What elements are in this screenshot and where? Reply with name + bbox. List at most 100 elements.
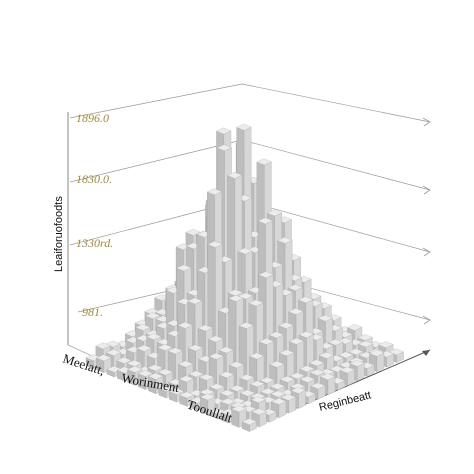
bar-face-top (157, 368, 174, 376)
bar (339, 366, 355, 386)
bar-face-top (259, 376, 275, 384)
bar-face-top (239, 389, 256, 397)
bar (200, 393, 216, 416)
bar-face-top (287, 284, 303, 291)
bar-face-top (338, 351, 354, 359)
bar-face-top (220, 398, 236, 405)
bar-face-top (148, 372, 164, 380)
bar-face-top (207, 241, 223, 248)
bar-face-top (116, 357, 132, 364)
bar-face-top (237, 247, 253, 255)
bar-face-top (177, 321, 193, 329)
bar-face-top (251, 408, 267, 415)
bar-face-top (228, 295, 244, 302)
bar-face-top (329, 365, 345, 373)
bar-face-top (136, 344, 152, 352)
bar-face-top (339, 366, 355, 374)
bar-face-top (288, 337, 305, 345)
grid-arrow-icon (422, 117, 431, 127)
bar-face-top (250, 396, 267, 404)
bar-face-top (299, 365, 315, 373)
bar-face-top (238, 292, 254, 300)
bar-face-top (197, 324, 213, 332)
bar (96, 354, 112, 374)
bar-face-top (260, 388, 276, 395)
bar-face-top (358, 340, 374, 348)
y-tick-label-1: 981. (82, 305, 103, 319)
bar-face-top (85, 354, 101, 361)
bar-face-top (256, 158, 272, 166)
bar-face-top (146, 333, 162, 340)
bar-face-top (216, 144, 232, 152)
y-tick-label-2: 1330rd. (76, 236, 113, 250)
bar-face-top (249, 380, 265, 388)
bar-face-top (299, 375, 316, 383)
grid-line-right (241, 139, 431, 191)
bar-face-top (167, 347, 183, 355)
bar-face-top (279, 349, 295, 357)
grid-line-right (241, 199, 431, 253)
bar-face-top (309, 359, 325, 367)
bar-face-top (228, 361, 245, 369)
bar-face-top (188, 370, 204, 378)
grid-arrow-icon (422, 247, 431, 257)
grid-line-back (69, 83, 243, 119)
grid-line-back (69, 139, 243, 183)
bar-face-top (145, 312, 161, 319)
bar-face-top (258, 338, 275, 345)
bar-face-top (269, 360, 285, 368)
bar-face-top (209, 383, 225, 391)
bar (241, 418, 257, 432)
bar-face-top (96, 354, 112, 362)
bar-face-top (270, 390, 286, 398)
bar-face-top (278, 322, 294, 329)
bar-face-top (236, 123, 252, 131)
bar-face-top (137, 370, 153, 377)
bar-face-top (378, 341, 394, 348)
bar-face-top (257, 217, 273, 225)
bar-face-top (266, 209, 283, 217)
bar-face-top (176, 264, 192, 272)
bar-face-top (157, 344, 173, 351)
bar-face-top (219, 389, 235, 397)
bar-face-top (198, 373, 215, 381)
grid-arrow-icon (422, 185, 431, 195)
bar-face-top (310, 382, 326, 390)
bar-face-top (268, 331, 284, 339)
bar-face-top (227, 172, 243, 179)
y-tick-label-4: 1896.0 (76, 111, 109, 125)
bar-face-top (298, 331, 314, 338)
bar-face-top (158, 385, 174, 392)
bar-face-top (135, 324, 151, 331)
bar-face-top (348, 348, 364, 356)
bar-face-top (239, 374, 255, 381)
bar-face-top (208, 352, 224, 360)
bar-face-top (249, 352, 265, 360)
bar-face-top (178, 360, 194, 368)
bar-face-top (347, 324, 363, 331)
bar-face-top (206, 188, 223, 196)
bar-face-top (187, 297, 203, 305)
y-axis-title: Leaiforuofoodts (53, 196, 65, 272)
bar-face-top (218, 346, 234, 354)
bar-face-top (317, 314, 333, 322)
bar-field (85, 123, 404, 432)
y-tick-label-3: 1830.0. (76, 172, 112, 186)
bar-face-top (279, 376, 295, 383)
bar-face-top (127, 366, 143, 373)
bar-face-top (229, 385, 245, 392)
bar-face-top (349, 359, 365, 367)
right-floor-arrow (422, 350, 430, 356)
bar-face-top (289, 372, 305, 380)
bar-face-top (106, 365, 122, 373)
bar-face-top (95, 342, 111, 350)
bar-face-top (208, 335, 224, 343)
bar-face-top (210, 408, 226, 415)
bar-face-top (238, 322, 254, 329)
bar-face-top (105, 349, 122, 356)
bar-face-top (231, 405, 247, 413)
bar-face-top (248, 299, 264, 307)
bar-face-top (320, 373, 336, 380)
bar-face-top (178, 375, 194, 383)
